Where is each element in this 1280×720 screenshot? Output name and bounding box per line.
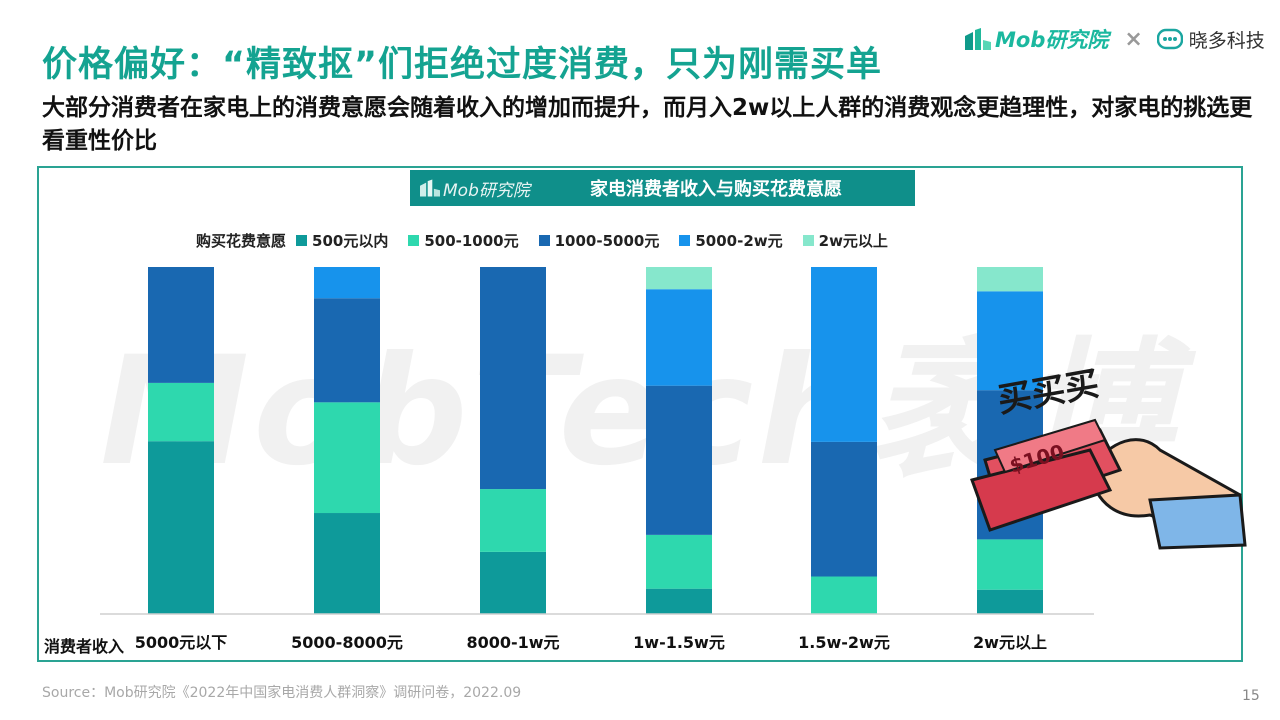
legend-swatch (408, 235, 420, 246)
chart-header-logo: Mob研究院 (420, 176, 570, 201)
bar-segment (646, 588, 712, 614)
bar-segment (811, 267, 877, 442)
bar-segment (314, 513, 380, 614)
bar-segment (977, 291, 1043, 391)
x-tick-label: 5000-8000元 (291, 633, 403, 652)
x-tick-label: 8000-1w元 (466, 633, 559, 652)
xiaoduo-robot-icon (1156, 28, 1183, 50)
bar-segment (977, 539, 1043, 590)
bar-segment (646, 534, 712, 589)
legend-swatch (538, 235, 550, 246)
legend-item: 2w元以上 (802, 230, 888, 251)
bar-segment (148, 267, 214, 383)
bar-segment (480, 267, 546, 490)
legend-title: 购买花费意愿 (196, 232, 287, 250)
bar-segment (480, 489, 546, 552)
legend-item: 1000-5000元 (538, 230, 660, 251)
chart-title: 家电消费者收入与购买花费意愿 (590, 179, 842, 200)
bar-segment (480, 551, 546, 614)
x-tick-labels: 5000元以下 5000-8000元 8000-1w元 1w-1.5w元 1.5w-2w… (135, 633, 1047, 652)
x-tick-label: 1w-1.5w元 (633, 633, 725, 652)
bar-segment (148, 441, 214, 614)
legend-label: 2w元以上 (818, 232, 888, 250)
legend-item: 500元以内 (296, 230, 388, 251)
mob-logo-text: Mob研究院 (995, 28, 1109, 52)
bar-segment (314, 298, 380, 403)
legend-swatch (296, 235, 308, 246)
bar-segment (646, 267, 712, 290)
money-hand-illustration: $100 买买买 (970, 364, 1247, 550)
page-number: 15 (1242, 688, 1260, 704)
legend-label: 5000-2w元 (695, 232, 783, 250)
legend-swatch (802, 235, 814, 246)
x-tick-label: 1.5w-2w元 (798, 633, 890, 652)
legend-label: 1000-5000元 (554, 232, 660, 250)
bar-segment (646, 289, 712, 386)
page-subtitle: 大部分消费者在家电上的消费意愿会随着收入的增加而提升，而月入2w以上人群的消费观… (42, 95, 1253, 154)
xiaoduo-logo: 晓多科技 (1156, 26, 1265, 53)
legend-label: 500-1000元 (424, 232, 519, 250)
bar-segment (148, 382, 214, 442)
bar-segment (314, 267, 380, 299)
bar-segment (977, 589, 1043, 614)
bar-segment (314, 402, 380, 514)
x-tick-label: 2w元以上 (973, 633, 1047, 652)
x-axis-label: 消费者收入 (44, 637, 125, 656)
chart-header-logo-text: Mob研究院 (443, 180, 530, 201)
legend-item: 500-1000元 (408, 230, 519, 251)
mob-logo: Mob研究院 (965, 24, 1108, 54)
chart-frame (37, 166, 1243, 662)
bar-segment (977, 267, 1043, 292)
source-note: Source：Mob研究院《2022年中国家电消费人群洞察》调研问卷，2022.… (42, 685, 522, 701)
bar-segment (811, 576, 877, 614)
legend-item: 5000-2w元 (679, 230, 783, 251)
chart-header: Mob研究院 家电消费者收入与购买花费意愿 (410, 170, 915, 206)
mob-logo-icon (965, 28, 991, 50)
page-title: 价格偏好：“精致抠”们拒绝过度消费，只为刚需买单 (42, 45, 883, 85)
x-tick-label: 5000元以下 (135, 633, 228, 652)
bar-segment (811, 441, 877, 577)
brand-area: Mob研究院 × 晓多科技 (965, 22, 1265, 56)
xiaoduo-logo-text: 晓多科技 (1188, 29, 1265, 52)
legend-swatch (679, 235, 691, 246)
partner-separator: × (1124, 26, 1143, 52)
mob-logo-icon (420, 179, 440, 197)
bar-segment (646, 385, 712, 535)
legend-label: 500元以内 (312, 232, 389, 250)
bars-group (148, 267, 1043, 614)
chart-legend: 购买花费意愿 500元以内 500-1000元 1000-5000元 5000-… (196, 230, 908, 251)
